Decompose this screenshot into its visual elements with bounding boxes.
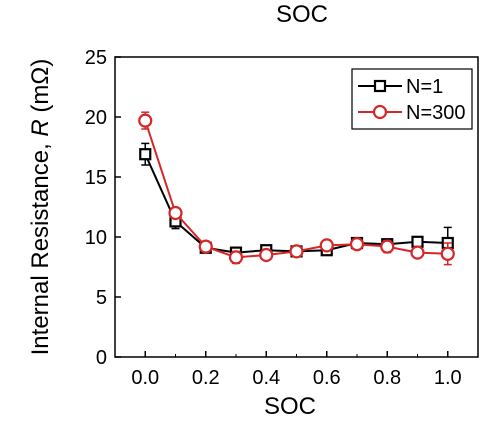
x-tick-label: 0.2: [192, 367, 220, 389]
data-point: [410, 245, 425, 260]
data-point: [138, 113, 153, 128]
y-tick-label: 25: [85, 47, 107, 69]
legend-item-N=1: N=1: [358, 76, 443, 98]
x-tick-label: 0.0: [131, 367, 159, 389]
data-point: [289, 244, 304, 259]
data-point: [228, 250, 244, 265]
y-axis-title-suffix: (mΩ): [27, 59, 54, 120]
legend: N=1 N=300: [351, 68, 473, 130]
x-tick-label: 1.0: [434, 367, 462, 389]
series-layer: [138, 111, 455, 266]
y-tick-label: 5: [96, 287, 107, 309]
data-point: [319, 238, 334, 253]
y-tick-label: 20: [85, 107, 107, 129]
series-line: [144, 120, 448, 259]
y-tick-label: 0: [96, 347, 107, 369]
y-axis-title-prefix: Internal Resistance,: [27, 137, 54, 356]
data-point: [198, 239, 213, 254]
axes: 0.0 0.2 0.4 0.6 0.8 1.0 0 5 10 15 20 25: [85, 47, 479, 389]
x-tick-label: 0.8: [373, 367, 401, 389]
legend-marker: [373, 79, 387, 93]
data-point: [380, 239, 395, 254]
series-line: [144, 153, 448, 254]
data-point: [168, 205, 183, 221]
y-tick-label: 15: [85, 167, 107, 189]
data-point: [440, 246, 455, 261]
series-N=1: [139, 142, 454, 260]
x-tick-label: 0.6: [313, 367, 341, 389]
data-point: [139, 148, 152, 161]
legend-label: N=1: [406, 76, 443, 98]
series-N=300: [138, 111, 455, 266]
data-point: [411, 235, 424, 248]
data-point: [349, 237, 365, 252]
y-axis-title-variable: R: [27, 119, 54, 136]
x-tick-label: 0.4: [252, 367, 280, 389]
x-axis-title: SOC: [264, 393, 316, 420]
chart-title: SOC: [276, 1, 328, 28]
y-tick-label: 10: [85, 227, 107, 249]
legend-label: N=300: [406, 102, 466, 124]
data-point: [259, 247, 274, 263]
legend-box: [351, 68, 473, 130]
legend-item-N=300: N=300: [358, 102, 466, 124]
y-axis-title: Internal Resistance, R (mΩ): [27, 59, 54, 356]
legend-marker: [372, 104, 388, 120]
